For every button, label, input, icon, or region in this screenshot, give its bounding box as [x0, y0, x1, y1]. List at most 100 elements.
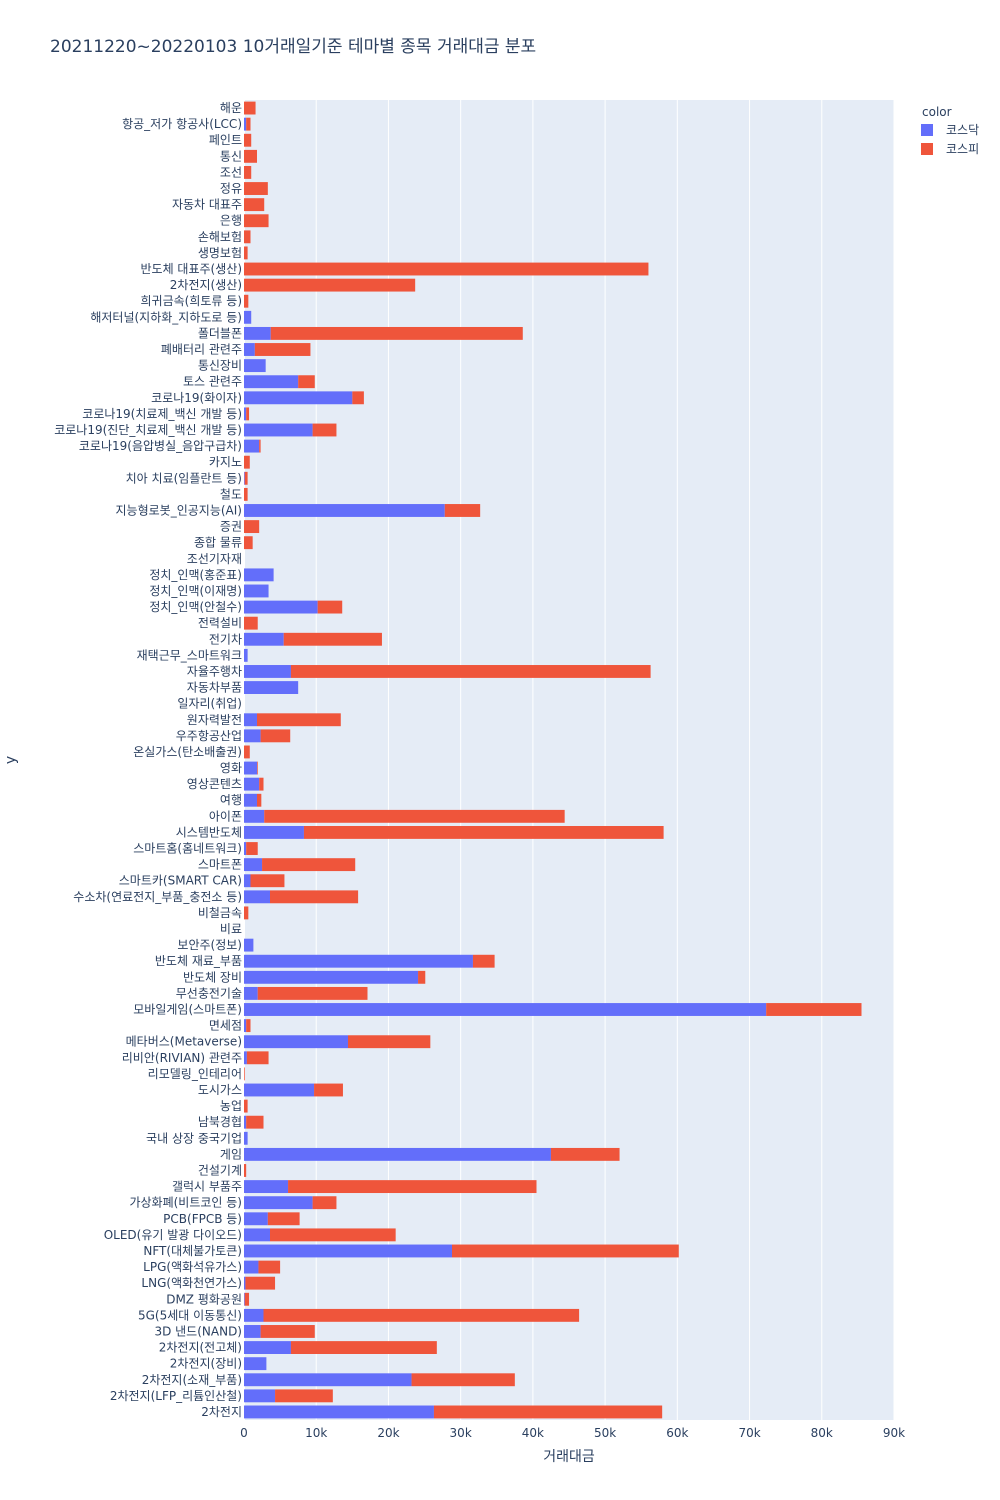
bar-kospi[interactable] — [244, 262, 649, 276]
bar-kosdaq[interactable] — [244, 1373, 412, 1387]
bar-kosdaq[interactable] — [244, 713, 257, 727]
bar-kosdaq[interactable] — [244, 1147, 551, 1161]
bar-kosdaq[interactable] — [244, 568, 274, 582]
bar-kospi[interactable] — [244, 487, 248, 501]
bar-kospi[interactable] — [352, 391, 364, 405]
bar-kospi[interactable] — [267, 1212, 300, 1226]
bar-kosdaq[interactable] — [244, 1405, 434, 1419]
bar-kosdaq[interactable] — [244, 1244, 452, 1258]
bar-kospi[interactable] — [244, 101, 256, 115]
bar-kospi[interactable] — [244, 294, 249, 308]
bar-kosdaq[interactable] — [244, 777, 260, 791]
bar-kospi[interactable] — [452, 1244, 679, 1258]
bar-kosdaq[interactable] — [244, 761, 257, 775]
bar-kosdaq[interactable] — [244, 1357, 267, 1371]
bar-kospi[interactable] — [283, 632, 382, 646]
bar-kosdaq[interactable] — [244, 1276, 246, 1290]
bar-kospi[interactable] — [257, 761, 258, 775]
bar-kospi[interactable] — [244, 182, 268, 195]
bar-kosdaq[interactable] — [244, 326, 271, 340]
bar-kosdaq[interactable] — [244, 729, 261, 743]
bar-kosdaq[interactable] — [244, 1035, 348, 1049]
bar-kosdaq[interactable] — [244, 1292, 245, 1306]
bar-kospi[interactable] — [259, 439, 261, 453]
bar-kosdaq[interactable] — [244, 809, 265, 823]
bar-kospi[interactable] — [433, 1405, 663, 1419]
bar-kospi[interactable] — [550, 1147, 620, 1161]
bar-kospi[interactable] — [290, 1341, 437, 1354]
bar-kospi[interactable] — [244, 906, 249, 920]
bar-kospi[interactable] — [244, 198, 265, 212]
bar-kospi[interactable] — [418, 970, 426, 984]
bar-kosdaq[interactable] — [244, 1051, 247, 1065]
bar-kospi[interactable] — [244, 1099, 248, 1113]
bar-kosdaq[interactable] — [244, 1212, 268, 1226]
bar-kospi[interactable] — [254, 343, 311, 356]
bar-kosdaq[interactable] — [244, 1180, 289, 1194]
bar-kosdaq[interactable] — [244, 1019, 247, 1033]
bar-kospi[interactable] — [244, 230, 251, 244]
bar-kospi[interactable] — [262, 858, 356, 872]
bar-kospi[interactable] — [298, 375, 315, 389]
bar-kospi[interactable] — [411, 1373, 515, 1387]
bar-kosdaq[interactable] — [244, 407, 247, 421]
bar-kospi[interactable] — [244, 149, 257, 163]
bar-kospi[interactable] — [258, 1260, 281, 1274]
bar-kospi[interactable] — [257, 713, 341, 727]
bar-kosdaq[interactable] — [244, 343, 255, 356]
bar-kospi[interactable] — [348, 1035, 431, 1049]
bar-kospi[interactable] — [288, 1180, 537, 1194]
bar-kospi[interactable] — [260, 1325, 315, 1338]
bar-kospi[interactable] — [275, 1389, 333, 1403]
bar-kospi[interactable] — [444, 504, 481, 517]
bar-kospi[interactable] — [246, 1051, 269, 1065]
bar-kospi[interactable] — [314, 1083, 343, 1097]
bar-kosdaq[interactable] — [244, 1115, 247, 1129]
bar-kospi[interactable] — [244, 166, 252, 179]
bar-kosdaq[interactable] — [244, 970, 419, 984]
bar-kospi[interactable] — [244, 520, 260, 534]
bar-kospi[interactable] — [244, 214, 269, 228]
bar-kosdaq[interactable] — [244, 890, 270, 904]
bar-kosdaq[interactable] — [244, 858, 263, 872]
bar-kospi[interactable] — [257, 986, 368, 1000]
bar-kospi[interactable] — [244, 471, 248, 485]
bar-kospi[interactable] — [766, 1003, 862, 1016]
legend-item-kosdaq[interactable]: 코스닥 — [921, 123, 979, 137]
bar-kosdaq[interactable] — [244, 1341, 291, 1354]
bar-kospi[interactable] — [263, 1308, 580, 1322]
bar-kospi[interactable] — [244, 745, 250, 759]
bar-kosdaq[interactable] — [244, 1003, 767, 1016]
bar-kospi[interactable] — [246, 1019, 251, 1033]
bar-kospi[interactable] — [244, 1067, 245, 1081]
bar-kosdaq[interactable] — [244, 954, 473, 968]
bar-kosdaq[interactable] — [244, 359, 266, 373]
bar-kospi[interactable] — [260, 729, 291, 743]
bar-kosdaq[interactable] — [244, 665, 291, 678]
bar-kosdaq[interactable] — [244, 793, 257, 807]
bar-kosdaq[interactable] — [244, 1260, 259, 1274]
bar-kospi[interactable] — [244, 455, 250, 469]
bar-kospi[interactable] — [303, 826, 664, 839]
bar-kospi[interactable] — [264, 809, 565, 823]
bar-kospi[interactable] — [257, 793, 262, 807]
bar-kosdaq[interactable] — [244, 1389, 276, 1403]
bar-kosdaq[interactable] — [244, 391, 353, 405]
bar-kosdaq[interactable] — [244, 648, 248, 662]
bar-kospi[interactable] — [312, 423, 337, 437]
bar-kospi[interactable] — [270, 326, 523, 340]
bar-kosdaq[interactable] — [244, 310, 252, 324]
bar-kosdaq[interactable] — [244, 632, 284, 646]
bar-kosdaq[interactable] — [244, 504, 445, 517]
bar-kospi[interactable] — [244, 278, 416, 292]
bar-kospi[interactable] — [246, 842, 258, 855]
bar-kospi[interactable] — [259, 777, 264, 791]
bar-kosdaq[interactable] — [244, 584, 269, 598]
bar-kosdaq[interactable] — [244, 439, 260, 453]
bar-kospi[interactable] — [244, 1292, 250, 1306]
bar-kospi[interactable] — [312, 1196, 337, 1210]
bar-kospi[interactable] — [246, 407, 250, 421]
bar-kospi[interactable] — [246, 117, 251, 131]
bar-kospi[interactable] — [244, 536, 253, 550]
bar-kosdaq[interactable] — [244, 117, 247, 131]
